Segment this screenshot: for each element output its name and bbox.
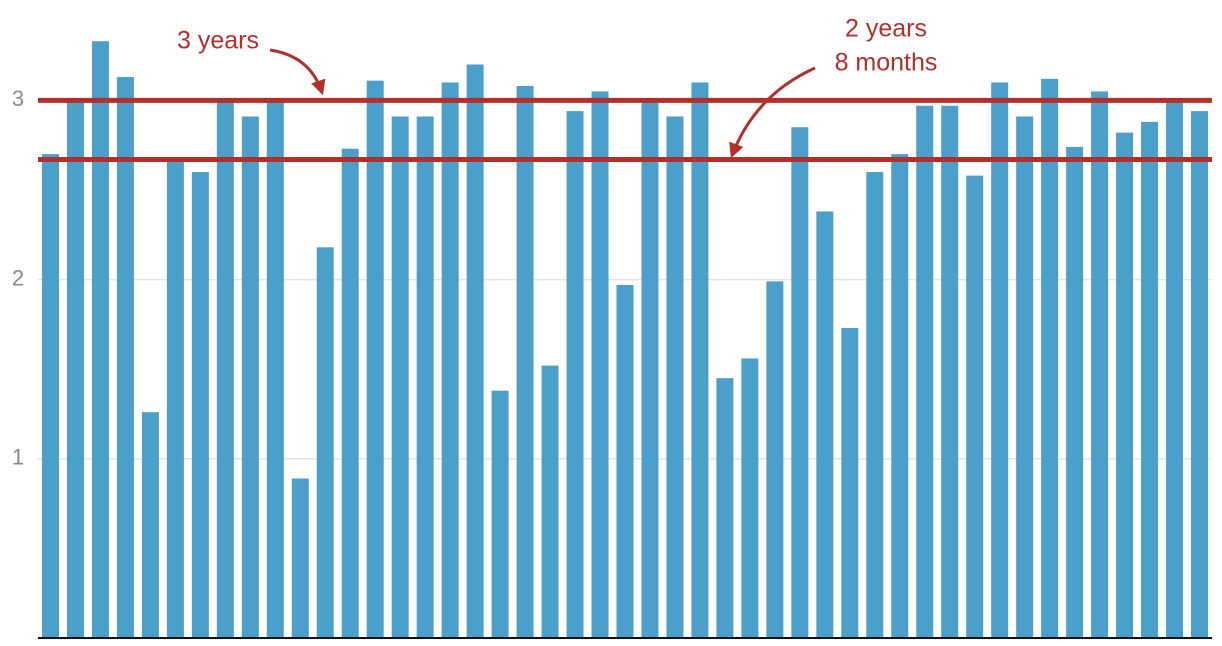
bar [466,64,484,639]
bar [166,159,184,638]
bar [116,77,134,639]
bar [966,175,984,638]
annotation-arrow [729,66,816,159]
bar [91,41,109,638]
annotation: 3 years [177,27,259,55]
bar [616,284,634,638]
bar [1141,121,1159,638]
bar [666,116,684,638]
bar [41,154,59,638]
bar [916,105,934,638]
bar [366,80,384,639]
bar [591,91,609,639]
bar [566,111,584,638]
bar [1091,91,1109,639]
bar [141,412,159,638]
bar [516,86,534,639]
bar [991,82,1009,638]
bar [1116,132,1134,638]
bar [1066,146,1084,638]
bar [841,327,859,638]
bar [866,172,884,639]
y-tick-label: 2 [12,265,24,290]
bar [266,100,284,638]
bar [66,100,84,638]
annotation-arrow [269,48,326,96]
bar [791,127,809,638]
bar [1016,116,1034,638]
annotation: 8 months [835,49,938,77]
bar [416,116,434,638]
bar [1166,100,1184,638]
bar [241,116,259,638]
bar [1041,78,1059,638]
bar [891,154,909,638]
bar [816,211,834,638]
bar [491,390,509,638]
bar [316,247,334,638]
bar [541,365,559,638]
bar [941,105,959,638]
y-tick-label: 1 [12,445,24,470]
bar [716,378,734,638]
y-tick-label: 3 [12,86,24,111]
bar [391,116,409,638]
bar [216,100,234,638]
bar [191,172,209,639]
bar [291,478,309,638]
bar [766,281,784,638]
bar [341,148,359,638]
bar [691,82,709,638]
annotation: 2 years [845,15,927,43]
bar [441,82,459,638]
bar [1191,111,1209,638]
bar [741,358,759,638]
bar [641,100,659,638]
